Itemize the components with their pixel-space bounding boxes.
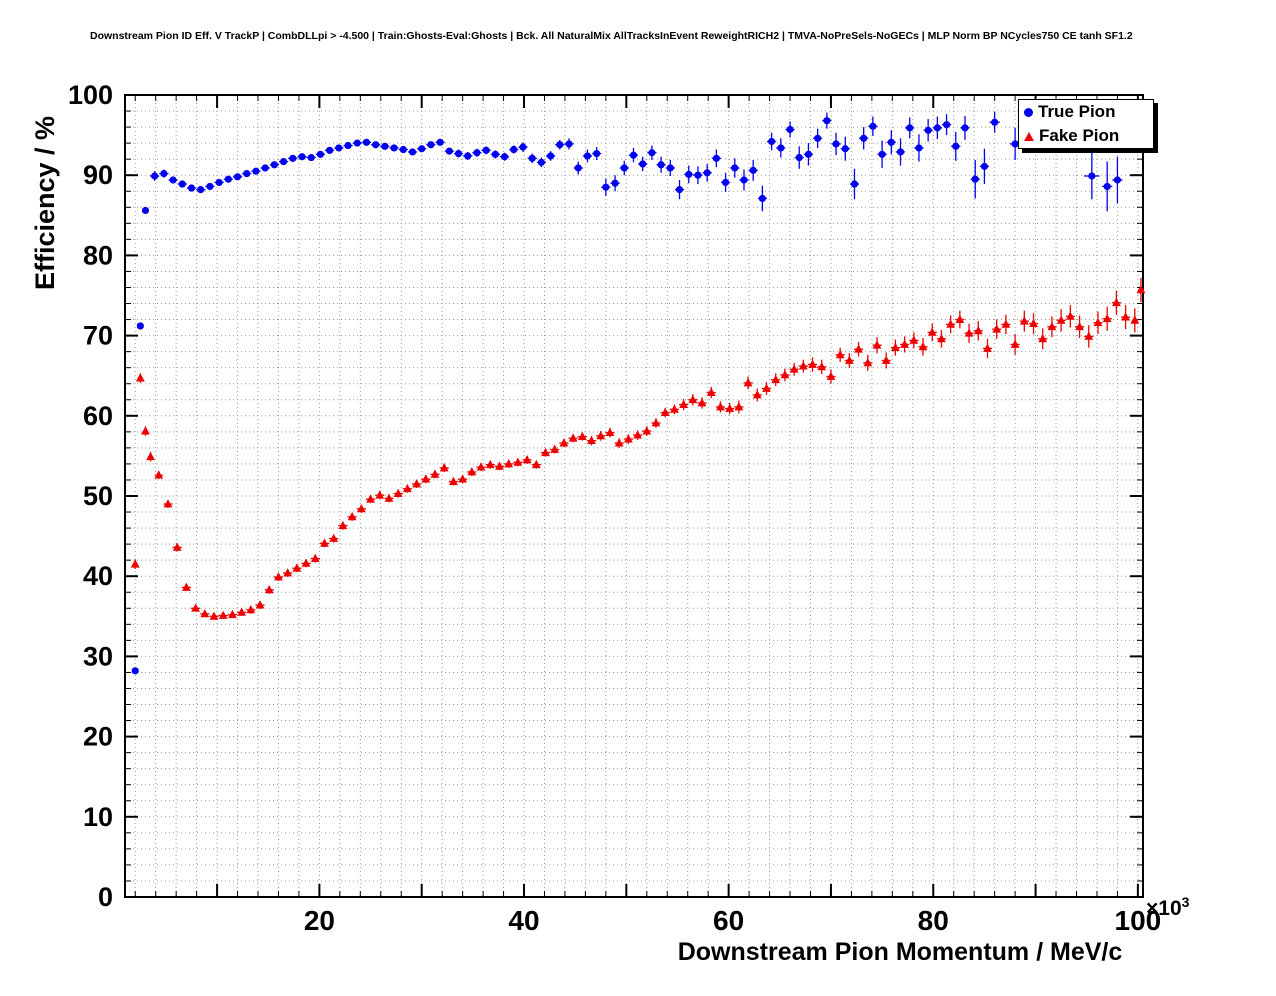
x-axis-multiplier-base: ×10 (1146, 897, 1182, 920)
svg-text:60: 60 (713, 905, 744, 936)
svg-text:100: 100 (1115, 905, 1162, 936)
svg-text:20: 20 (83, 722, 113, 752)
legend-entry-fake-pion: Fake Pion (1019, 124, 1153, 148)
svg-text:80: 80 (83, 240, 113, 270)
svg-text:70: 70 (83, 321, 113, 351)
chart-title: Downstream Pion ID Eff. V TrackP | CombD… (90, 30, 1133, 42)
x-axis-multiplier-exponent: 3 (1181, 894, 1190, 910)
legend-entry-true-pion: True Pion (1019, 100, 1153, 124)
fake-pion-marker-icon (1024, 131, 1034, 141)
true-pion-marker-icon (1024, 107, 1033, 117)
svg-text:20: 20 (304, 905, 335, 936)
svg-text:10: 10 (83, 802, 113, 832)
legend: True Pion Fake Pion (1018, 99, 1154, 149)
x-axis-multiplier: ×103 (1146, 894, 1189, 921)
svg-text:100: 100 (68, 80, 113, 110)
svg-text:40: 40 (508, 905, 539, 936)
x-axis-title: Downstream Pion Momentum / MeV/c (677, 938, 1123, 966)
svg-text:30: 30 (83, 641, 113, 671)
svg-text:40: 40 (83, 561, 113, 591)
svg-text:80: 80 (918, 905, 949, 936)
y-axis-title: Efficiency / % (30, 115, 60, 290)
svg-text:90: 90 (83, 160, 113, 190)
svg-text:0: 0 (98, 882, 113, 912)
svg-text:50: 50 (83, 481, 113, 511)
legend-label-fake-pion: Fake Pion (1039, 126, 1120, 145)
svg-text:60: 60 (83, 401, 113, 431)
legend-label-true-pion: True Pion (1038, 102, 1116, 121)
